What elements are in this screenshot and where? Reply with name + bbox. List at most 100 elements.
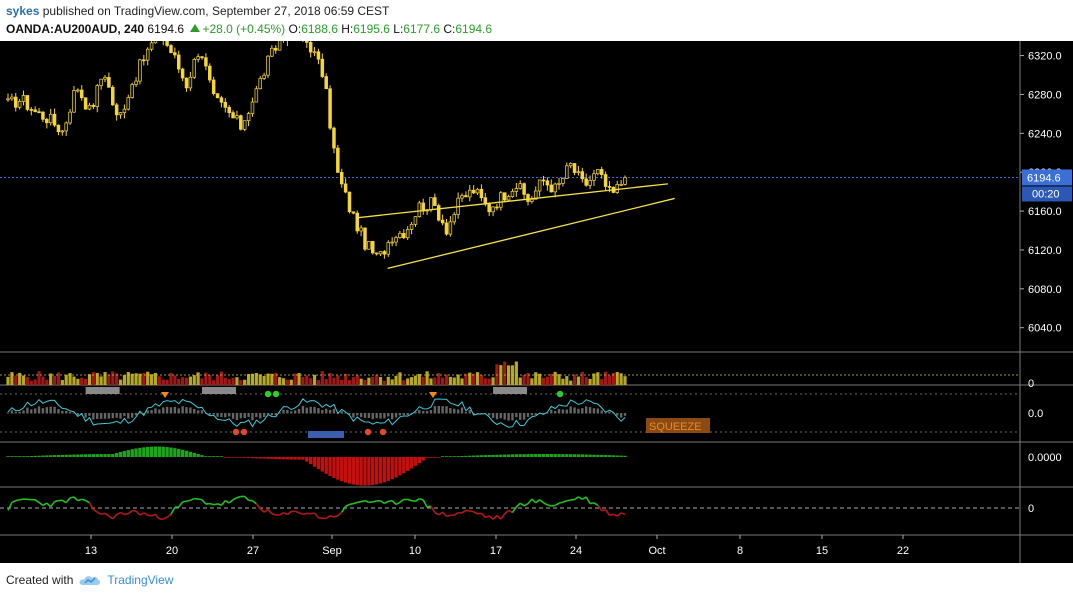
- squeeze-histogram-bar: [340, 411, 343, 414]
- momentum-bar: [37, 455, 41, 457]
- volume-bar: [569, 380, 573, 385]
- momentum-bar: [603, 455, 608, 457]
- open-label: O:: [288, 22, 302, 36]
- momentum-bar: [99, 454, 103, 457]
- momentum-bar: [487, 454, 491, 457]
- candle-body: [270, 47, 274, 57]
- squeeze-histogram-bar: [344, 412, 347, 414]
- momentum-bar: [367, 457, 371, 486]
- candle-body: [68, 111, 72, 124]
- oscillator-line-segment: [578, 496, 583, 500]
- squeeze-histogram-bar: [10, 410, 14, 414]
- momentum-bar: [41, 455, 45, 457]
- momentum-bar: [14, 456, 18, 457]
- volume-bar: [10, 372, 14, 385]
- oscillator-line-segment: [527, 498, 533, 505]
- squeeze-histogram-bar: [181, 406, 184, 414]
- squeeze-histogram-bar: [262, 413, 266, 418]
- squeeze-histogram-bar: [371, 413, 374, 420]
- volume-bar: [347, 380, 352, 385]
- author-name[interactable]: sykes: [6, 4, 40, 18]
- tradingview-brand[interactable]: TradingView: [79, 573, 173, 587]
- momentum-bar: [343, 457, 348, 483]
- momentum-bar: [83, 454, 88, 457]
- squeeze-histogram-bar: [96, 413, 99, 419]
- low-value: 6177.6: [403, 22, 440, 36]
- momentum-bar: [534, 454, 538, 457]
- oscillator-line-segment: [186, 499, 191, 502]
- volume-bar: [359, 378, 363, 385]
- squeeze-histogram-bar: [495, 413, 499, 420]
- momentum-bar: [188, 451, 193, 457]
- squeeze-label-box: [646, 418, 710, 433]
- candle-body: [184, 77, 189, 89]
- momentum-bar: [161, 446, 165, 457]
- squeeze-signal-dot: [272, 390, 280, 398]
- squeeze-histogram-bar: [616, 413, 619, 416]
- squeeze-histogram-bar: [394, 413, 398, 418]
- candle-body: [464, 195, 468, 198]
- squeeze-histogram-bar: [445, 406, 448, 414]
- high-label: H:: [341, 22, 354, 36]
- oscillator-line-segment: [593, 502, 599, 506]
- squeeze-histogram-bar: [437, 406, 440, 414]
- squeeze-histogram-bar: [127, 413, 130, 419]
- oscillator-line-segment: [298, 512, 304, 516]
- oscillator-line-segment: [485, 515, 490, 519]
- momentum-bar: [21, 456, 26, 457]
- squeeze-histogram-bar: [193, 408, 196, 414]
- volume-bar: [146, 371, 150, 385]
- oscillator-line-segment: [523, 502, 529, 507]
- volume-bar: [126, 371, 130, 385]
- momentum-bar: [425, 457, 429, 458]
- squeeze-histogram-bar: [550, 409, 553, 414]
- squeeze-histogram-bar: [565, 409, 568, 414]
- squeeze-histogram-bar: [456, 409, 460, 414]
- volume-bar: [390, 379, 394, 385]
- squeeze-histogram-bar: [41, 408, 45, 414]
- oscillator-line-segment: [604, 509, 611, 516]
- squeeze-zone-box: [308, 431, 344, 438]
- symbol-info: OANDA:AU200AUD, 240 6194.6 +28.0 (+0.45%…: [6, 22, 492, 36]
- volume-bar: [243, 379, 247, 385]
- momentum-bar: [153, 446, 158, 457]
- volume-bar: [33, 379, 37, 385]
- price-chart[interactable]: SQUEEZE 6320.06280.06240.06200.06160.061…: [0, 41, 1073, 563]
- oscillator-line-segment: [154, 513, 160, 520]
- oscillator-line-segment: [353, 501, 358, 505]
- oscillator-line-segment: [100, 512, 106, 516]
- squeeze-histogram-bar: [45, 407, 49, 414]
- momentum-bar: [464, 455, 468, 457]
- momentum-bar: [111, 454, 115, 457]
- candle-body: [122, 108, 127, 113]
- volume-bar: [130, 373, 134, 385]
- oscillator-line-segment: [69, 496, 75, 499]
- squeeze-histogram-bar: [196, 410, 200, 414]
- squeeze-histogram-bar: [406, 413, 409, 416]
- squeeze-histogram-bar: [212, 413, 215, 415]
- oscillator-line-segment: [422, 499, 428, 508]
- time-tick-label: 24: [570, 545, 582, 557]
- volume-bar: [285, 379, 289, 385]
- price-tick-label: 6320.0: [1028, 51, 1062, 63]
- squeeze-histogram-bar: [553, 410, 557, 414]
- momentum-bar: [576, 454, 581, 457]
- volume-bar: [18, 372, 22, 385]
- volume-bar: [52, 375, 57, 385]
- oscillator-line-segment: [504, 509, 510, 515]
- candle-body: [351, 211, 356, 214]
- volume-bar: [204, 372, 208, 385]
- candle-body: [219, 97, 224, 103]
- oscillator-line-segment: [116, 511, 121, 516]
- momentum-bar: [157, 446, 162, 457]
- low-label: L:: [393, 22, 404, 36]
- volume-bar: [545, 376, 549, 385]
- oscillator-line-segment: [224, 499, 230, 504]
- oscillator-line-segment: [313, 512, 320, 519]
- momentum-bar: [169, 447, 173, 457]
- squeeze-histogram-bar: [65, 410, 68, 414]
- volume-bar: [196, 372, 200, 385]
- volume-bar: [425, 371, 429, 385]
- time-tick-label: 17: [490, 545, 502, 557]
- candle-body: [479, 188, 484, 199]
